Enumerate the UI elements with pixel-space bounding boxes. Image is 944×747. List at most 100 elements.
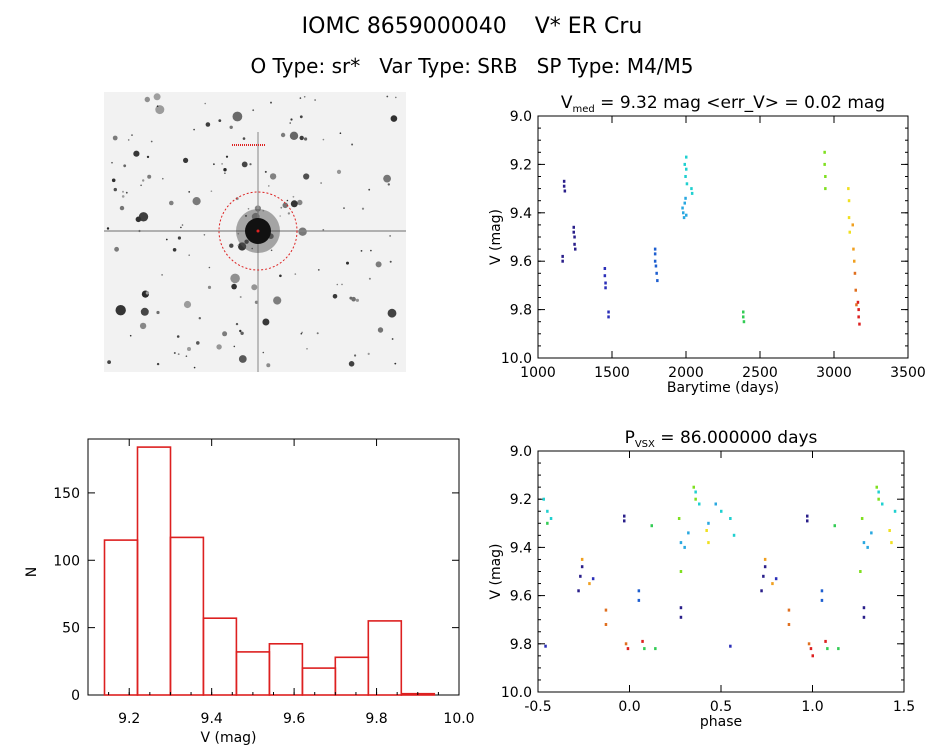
background-star: [348, 361, 355, 367]
plot-frame: [87, 438, 460, 696]
x-tick-label: 3000: [816, 365, 852, 381]
data-point: [624, 642, 628, 646]
data-point: [683, 162, 686, 166]
y-tick-label: 9.8: [510, 303, 532, 319]
background-star: [177, 236, 181, 240]
background-star: [252, 109, 255, 112]
background-star: [279, 274, 282, 278]
background-star: [156, 105, 159, 107]
data-point: [656, 279, 659, 283]
x-tick-label: 2000: [668, 365, 704, 381]
background-star: [193, 128, 195, 131]
background-star: [387, 183, 390, 186]
background-star: [290, 118, 293, 121]
data-point: [862, 606, 866, 610]
x-tick-label: 9.4: [201, 711, 223, 727]
background-star: [264, 170, 267, 173]
lightcurve-plot: 1000 1500 2000 2500 3000 3500 9.0 9.2 9.4 9.6 9.8 1…: [488, 93, 926, 396]
background-star: [354, 354, 357, 357]
x-tick-label: 9.6: [283, 711, 305, 727]
background-star: [375, 261, 382, 268]
background-star: [142, 179, 145, 182]
background-star: [229, 243, 234, 248]
background-star: [289, 131, 299, 140]
background-star: [317, 269, 320, 271]
data-point: [762, 574, 765, 578]
background-star: [299, 115, 303, 119]
histogram-bar: [367, 620, 403, 696]
data-point: [852, 247, 855, 251]
data-point: [824, 175, 827, 178]
background-star: [266, 363, 271, 368]
data-point: [604, 608, 608, 612]
data-point: [707, 521, 710, 525]
data-point: [580, 565, 584, 569]
data-point: [573, 242, 576, 246]
data-point: [655, 271, 658, 275]
data-point: [870, 531, 873, 535]
data-point: [603, 267, 607, 270]
data-point: [679, 615, 683, 619]
data-point: [654, 264, 658, 268]
data-point: [774, 577, 778, 581]
background-star: [251, 284, 258, 291]
data-point: [866, 545, 869, 549]
data-point: [637, 598, 641, 602]
data-point: [888, 529, 891, 532]
data-point: [591, 577, 595, 581]
background-star: [181, 224, 184, 226]
background-star: [183, 157, 189, 163]
background-star: [192, 197, 201, 206]
background-star: [106, 227, 110, 230]
background-star: [225, 155, 229, 158]
x-axis-label: Barytime (days): [667, 380, 779, 396]
histogram-plot: 9.2 9.4 9.6 9.8 10.0 0 50 100 150 V (mag) N: [24, 438, 475, 746]
background-star: [240, 331, 244, 335]
background-star: [176, 335, 180, 338]
data-point: [679, 606, 683, 610]
background-star: [165, 238, 168, 241]
data-point: [856, 300, 860, 304]
background-star: [269, 173, 277, 180]
data-point: [807, 642, 811, 646]
data-point: [877, 497, 880, 501]
background-star: [147, 174, 152, 179]
data-point: [742, 310, 745, 314]
data-point: [806, 514, 809, 518]
data-point: [890, 541, 893, 545]
background-star: [336, 283, 339, 286]
background-star: [268, 185, 270, 187]
background-star: [394, 362, 397, 365]
data-point: [847, 199, 851, 203]
histogram-bar: [202, 617, 238, 696]
data-point: [685, 182, 689, 186]
background-star: [316, 332, 319, 335]
y-tick-label: 9.2: [510, 492, 532, 508]
data-point: [729, 644, 732, 648]
background-star: [111, 161, 113, 164]
background-star: [222, 331, 228, 337]
background-star: [355, 298, 359, 302]
background-star: [360, 250, 363, 252]
background-star: [203, 234, 206, 236]
background-star: [294, 273, 297, 275]
background-star: [119, 205, 125, 211]
data-point: [690, 191, 694, 195]
histogram-bar: [235, 651, 271, 696]
data-point: [653, 252, 657, 256]
data-point: [572, 230, 575, 234]
background-star: [287, 212, 291, 215]
background-star: [314, 99, 316, 101]
background-star: [280, 132, 286, 138]
data-point: [653, 247, 657, 251]
y-axis-label: V (mag): [488, 543, 504, 599]
background-star: [298, 227, 307, 236]
data-point: [787, 623, 791, 626]
background-star: [111, 178, 116, 183]
data-point: [681, 206, 684, 210]
data-point: [853, 259, 856, 263]
background-star: [346, 261, 349, 265]
data-point: [862, 541, 866, 545]
background-star: [237, 244, 240, 247]
background-star: [135, 216, 142, 223]
